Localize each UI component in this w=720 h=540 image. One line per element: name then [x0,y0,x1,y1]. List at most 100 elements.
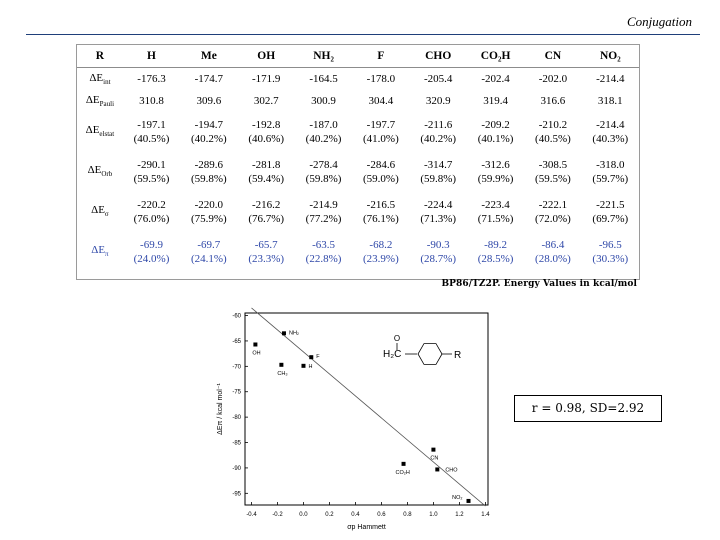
table-cell: 319.4 [483,95,508,107]
point-label: CHO [445,467,458,473]
x-tick-label: 1.0 [429,512,438,518]
column-header: NO₂ [581,45,639,68]
point-label: NO₂ [452,495,462,501]
y-tick-label: -85 [232,441,241,447]
data-point [309,355,314,360]
table-cell: 304.4 [368,95,394,107]
table-row: ΔEOrb -290.1 (59.5%) -289.6 (59.8%) -281.8 (59… [77,152,639,192]
slide-title: Conjugation [626,14,692,29]
table-cell: -89.2 (28.5%) [477,239,514,265]
column-header: Me [180,45,238,68]
table-cell: -197.1 (40.5%) [133,119,170,145]
table-cell: 302.7 [253,95,279,107]
table-cell: -65.7 (23.3%) [248,239,285,265]
data-point [466,498,471,503]
point-label: CO₂H [396,470,410,476]
data-point [401,461,406,466]
row-label: ΔEσ [91,203,109,219]
regression-line [251,307,486,507]
table-cell: -221.5 (69.7%) [592,199,629,225]
benzene-ring [417,343,443,365]
table-cell: -308.5 (59.5%) [535,159,571,185]
table-header-row: R H Me OH NH₂ F CHO CO₂H CN NO₂ [77,45,639,68]
data-point [431,447,436,452]
point-label: NH₂ [289,330,299,336]
table-row: ΔEelstat -197.1 (40.5%) -194.7 (40.2%) -192.8… [77,112,639,152]
table-row: ΔEπ -69.9 (24.0%) -69.7 (24.1%) -65.7 (23.3%) -… [77,232,639,272]
table-cell: -284.6 (59.0%) [363,159,399,185]
y-tick-label: -70 [232,364,241,370]
row-label: ΔEπ [91,243,109,259]
chart-axes: -0.4 -0.2 0.0 0.2 0.4 0.6 0.8 1.0 1.2 1.4 -60 -65 -7… [232,312,490,518]
table-cell: -220.2 (76.0%) [133,199,170,225]
data-point [279,362,284,367]
table-cell: -318.0 (59.7%) [592,159,629,185]
table-cell: -209.2 (40.1%) [477,119,514,145]
y-tick-label: -60 [232,314,241,320]
y-tick-label: -95 [232,491,241,497]
row-label: ΔEelstat [85,123,115,139]
x-tick-label: 1.4 [481,512,490,518]
title-underline [26,34,700,35]
structure-left-group: H₂C [383,349,401,360]
table-cell: -171.9 [251,73,281,85]
table-cell: -202.4 [481,73,510,85]
table-cell: -214.4 (40.3%) [592,119,629,145]
table-cell: 318.1 [597,95,623,107]
y-tick-label: -80 [232,415,241,421]
table-cell: -214.4 [596,73,625,85]
column-header: H [122,45,181,68]
column-header: OH [237,45,295,68]
table-row: ΔEPauli 310.8 309.6 302.7 300.9 304.4 320.9 319… [77,90,639,112]
row-label: ΔEPauli [85,93,115,109]
table-cell: -174.7 [194,73,224,85]
data-point [301,363,306,368]
energy-table-panel: R H Me OH NH₂ F CHO CO₂H CN NO₂ ΔEint -176.3 -174.7 -… [76,44,640,280]
table-row: ΔEint -176.3 -174.7 -171.9 -164.5 -178.0 -205.… [77,68,639,91]
x-tick-label: -0.4 [246,512,257,518]
table-cell: -223.4 (71.5%) [477,199,514,225]
table-cell: -278.4 (59.8%) [305,159,342,185]
column-header: NH₂ [294,45,353,68]
correlation-annotation: r = 0.98, SD=2.92 [514,395,662,422]
point-label: CH₃ [277,371,287,377]
molecule-structure: H₂C O R [383,334,461,365]
y-axis-label: ΔEπ / kcal mol⁻¹ [217,382,224,434]
y-tick-label: -90 [232,466,241,472]
table-row: ΔEσ -220.2 (76.0%) -220.0 (75.9%) -216.2 (76.7… [77,192,639,232]
table-cell: -314.7 (59.8%) [420,159,457,185]
row-label: ΔEint [89,71,111,87]
table-cell: -192.8 (40.6%) [248,119,285,145]
table-cell: -210.2 (40.5%) [535,119,571,145]
table-cell: -194.7 (40.2%) [190,119,227,145]
table-cell: -202.0 [538,73,568,85]
table-cell: -205.4 [424,73,453,85]
energy-decomposition-table: R H Me OH NH₂ F CHO CO₂H CN NO₂ ΔEint -176.3 -174.7 -… [77,45,639,272]
y-tick-label: -75 [232,390,241,396]
table-cell: -68.2 (23.9%) [363,239,399,265]
table-cell: -281.8 (59.4%) [248,159,285,185]
x-tick-label: 0.8 [403,512,412,518]
data-point [281,331,286,336]
point-label: OH [252,350,260,356]
table-cell: -90.3 (28.7%) [420,239,457,265]
table-cell: 310.8 [139,95,164,107]
x-tick-label: -0.2 [272,512,283,518]
column-header: CO₂H [466,45,525,68]
table-cell: -176.3 [137,73,166,85]
column-header: CHO [409,45,467,68]
table-cell: -178.0 [366,73,396,85]
table-cell: -69.7 (24.1%) [190,239,227,265]
x-tick-label: 1.2 [455,512,464,518]
table-cell: -222.1 (72.0%) [535,199,571,225]
table-cell: -224.4 (71.3%) [420,199,457,225]
table-cell: -214.9 (77.2%) [305,199,342,225]
table-cell: -220.0 (75.9%) [190,199,227,225]
column-header: CN [524,45,582,68]
data-point [435,467,440,472]
table-cell: -187.0 (40.2%) [305,119,342,145]
plot-frame [244,312,489,506]
table-cell: 316.6 [540,95,566,107]
x-tick-label: 0.2 [325,512,334,518]
